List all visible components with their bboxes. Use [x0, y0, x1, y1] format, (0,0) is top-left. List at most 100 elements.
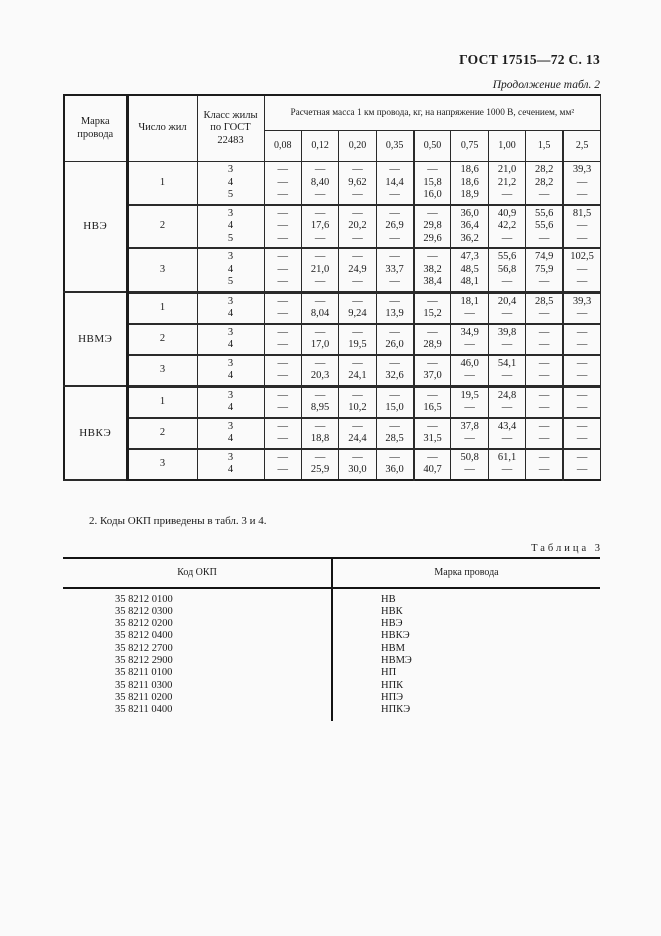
mass-value-line: 61,1	[497, 451, 517, 463]
mass-value-line: 15,0	[385, 402, 404, 413]
okp-code-cell: 35 8212 0200	[63, 618, 333, 631]
mass-value-line: 39,3	[572, 295, 592, 307]
okp-code-cell: 35 8211 0100	[63, 667, 333, 680]
mass-value-line: 81,5	[572, 207, 592, 219]
mass-value-line: 21,0	[310, 263, 330, 275]
mass-value-line: 30,0	[348, 464, 367, 475]
mass-value-line: —	[501, 464, 513, 475]
mass-value-line: —	[576, 220, 588, 231]
mass-value-cell: —21,0—	[300, 247, 340, 294]
mass-value-cell: 39,3— —	[562, 161, 602, 206]
mass-value-line: —	[576, 451, 588, 463]
core-class-line: 4	[227, 402, 234, 413]
mass-value-line: 31,5	[423, 433, 442, 444]
cores-count-cell: 1	[126, 161, 198, 206]
mass-value-line: 8,95	[310, 402, 330, 413]
mass-value-cell: 81,5— —	[562, 204, 602, 249]
mass-value-line: —	[538, 339, 550, 350]
mass-value-line: —	[464, 339, 475, 350]
mass-value-line: —	[277, 295, 288, 307]
mass-value-line: 20,3	[310, 370, 330, 381]
mass-value-cell: 19,5—	[450, 385, 489, 419]
mass-value-line: 36,4	[460, 220, 479, 231]
mass-value-line: —	[538, 276, 550, 287]
mass-value-cell: —13,9	[375, 291, 415, 325]
mass-value-line: —	[389, 389, 400, 401]
okp-row: 35 8211 0100 НП	[63, 667, 600, 680]
mass-value-line: 24,9	[348, 263, 367, 275]
mass-value-line: 25,9	[310, 464, 330, 475]
mass-value-cell: —33,7—	[375, 247, 415, 294]
mass-value-line: 10,2	[348, 402, 367, 413]
mass-value-line: 17,6	[310, 220, 330, 231]
section-header: 1,5	[525, 130, 564, 162]
mass-value-line: 28,2	[534, 164, 554, 175]
mass-value-cell: — —	[525, 448, 564, 480]
table-row: 2 3 4 5— — — —17,6— —20,2— —26,9— —29,8 29,6 36,0 36…	[64, 204, 602, 249]
okp-row: 35 8212 2700 НВМ	[63, 642, 600, 655]
mass-value-cell: —8,40—	[300, 161, 340, 206]
mass-value-line: —	[576, 326, 588, 338]
table3-header-row: Код ОКП Марка провода	[63, 557, 600, 589]
core-class-line: 3	[227, 295, 234, 307]
mass-value-line: 24,8	[497, 389, 517, 401]
mass-value-line: —	[538, 189, 550, 200]
okp-note: 2. Коды ОКП приведены в табл. 3 и 4.	[89, 514, 267, 527]
mass-value-cell: — —	[525, 323, 564, 356]
mass-value-line: —	[576, 464, 588, 475]
mass-value-cell: — —	[263, 385, 302, 419]
table-row: 3 3 4— — —20,3—24,1—32,6—37,0 46,0—54,1— — — — —	[64, 354, 602, 388]
mass-value-line: 24,1	[348, 370, 367, 381]
mass-value-line: —	[314, 326, 326, 338]
okp-code-cell: 35 8211 0400	[63, 704, 333, 722]
mass-value-cell: 47,3 48,5 48,1	[450, 247, 489, 294]
okp-mark-cell: НВ	[381, 593, 396, 605]
mass-value-line: 56,8	[497, 263, 517, 275]
mass-value-line: —	[389, 357, 400, 369]
mass-value-cell: — —	[562, 385, 602, 419]
mass-value-line: 34,9	[460, 326, 479, 338]
mass-value-line: —	[576, 389, 588, 401]
core-class-line: 4	[227, 263, 234, 275]
section-header: 0,20	[338, 130, 377, 162]
mass-value-cell: —38,2 38,4	[412, 247, 452, 294]
mass-value-line: —	[538, 370, 550, 381]
mass-value-line: —	[314, 276, 326, 287]
mass-value-line: 19,5	[348, 339, 367, 350]
cores-count-cell: 3	[126, 448, 198, 480]
mass-value-line: 48,5	[460, 263, 479, 275]
mass-value-line: —	[538, 232, 550, 244]
mass-value-line: 40,9	[497, 207, 517, 219]
mass-value-line: —	[277, 389, 288, 401]
mass-value-cell: — —	[562, 417, 602, 450]
mass-value-line: —	[352, 420, 363, 432]
mass-value-line: —	[277, 339, 288, 350]
mass-value-line: —	[576, 232, 588, 244]
mass-value-cell: — —	[525, 417, 564, 450]
core-class-line: 3	[227, 164, 234, 175]
mass-value-cell: 46,0—	[450, 354, 489, 388]
mass-value-cell: — — —	[263, 204, 302, 249]
mass-value-line: 15,2	[423, 308, 442, 319]
mass-value-line: 38,4	[423, 276, 442, 287]
mass-value-cell: 21,0 21,2—	[487, 161, 527, 206]
okp-code-cell: 35 8212 0300	[63, 605, 333, 619]
mass-value-line: —	[277, 263, 288, 275]
mass-value-line: —	[427, 420, 438, 432]
mass-value-line: 55,6	[534, 220, 554, 231]
mass-value-line: —	[427, 389, 438, 401]
section-header: 0,12	[300, 130, 340, 162]
mass-value-line: 40,7	[423, 464, 442, 475]
mass-value-line: —	[277, 451, 288, 463]
mass-value-cell: —28,5	[375, 417, 415, 450]
mass-value-line: —	[314, 295, 326, 307]
mass-value-cell: 37,8—	[450, 417, 489, 450]
mass-value-line: —	[501, 402, 513, 413]
table2-header-row-sections: 0,08 0,12 0,20 0,35 0,50 0,75 1,00 1,5 2,5	[64, 130, 602, 162]
section-header: 0,75	[450, 130, 489, 162]
mass-value-line: —	[501, 276, 513, 287]
